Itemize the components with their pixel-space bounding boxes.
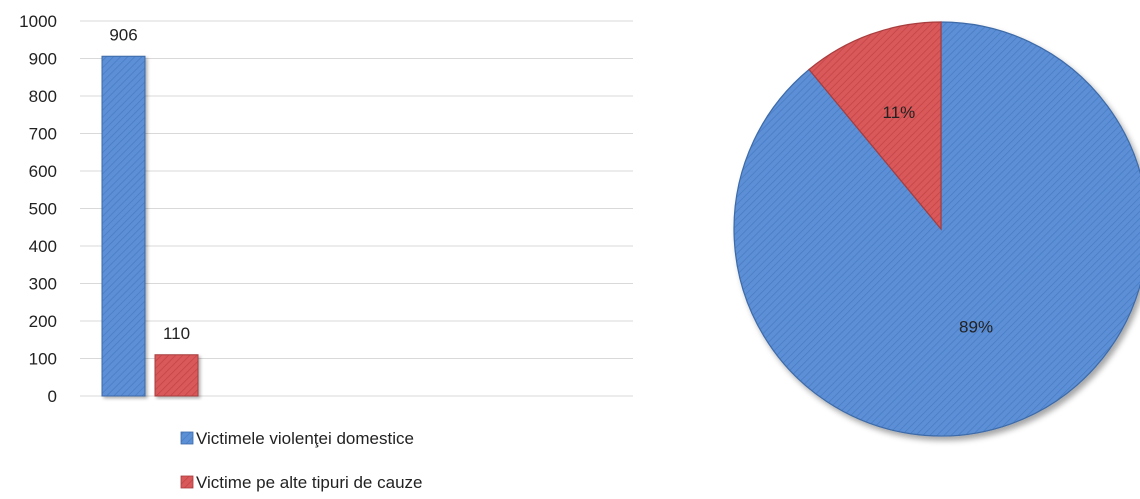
bars <box>101 55 199 397</box>
y-tick-label: 300 <box>29 275 57 294</box>
y-tick-label: 0 <box>48 387 57 406</box>
pie-data-labels: 89% 11% <box>883 103 994 336</box>
y-tick-label: 600 <box>29 162 57 181</box>
legend-entry-1: Victimele violenţei domestice <box>180 429 414 448</box>
pie-slice <box>808 21 942 231</box>
legend-label: Victimele violenţei domestice <box>196 429 414 448</box>
legend-label: Victime pe alte tipuri de cauze <box>196 473 422 492</box>
legend-entry-2: Victime pe alte tipuri de cauze <box>180 473 422 492</box>
legend: Victimele violenţei domestice Victime pe… <box>180 429 422 492</box>
y-tick-label: 200 <box>29 312 57 331</box>
bar-data-label: 906 <box>109 25 137 44</box>
legend-swatch <box>180 431 194 445</box>
pie-chart <box>733 21 1140 437</box>
pie-data-label: 11% <box>883 103 916 122</box>
y-tick-label: 400 <box>29 237 57 256</box>
bar-data-label: 110 <box>163 324 190 343</box>
bar-chart: 0 100 200 300 400 500 600 700 800 900 1000 906 110 <box>19 12 633 406</box>
y-tick-label: 700 <box>29 125 57 144</box>
pie-slices <box>733 21 1140 437</box>
y-tick-label: 900 <box>29 50 57 69</box>
y-axis-ticks: 0 100 200 300 400 500 600 700 800 900 1000 <box>19 12 57 406</box>
bar-data-labels: 906 110 <box>109 25 190 343</box>
y-tick-label: 100 <box>29 350 57 369</box>
y-tick-label: 500 <box>29 200 57 219</box>
pie-data-label: 89% <box>959 317 993 336</box>
pie-slice <box>733 21 1140 437</box>
y-tick-label: 1000 <box>19 12 57 31</box>
legend-swatch <box>180 475 194 489</box>
y-tick-label: 800 <box>29 87 57 106</box>
bar <box>101 55 146 397</box>
bar <box>154 354 199 397</box>
